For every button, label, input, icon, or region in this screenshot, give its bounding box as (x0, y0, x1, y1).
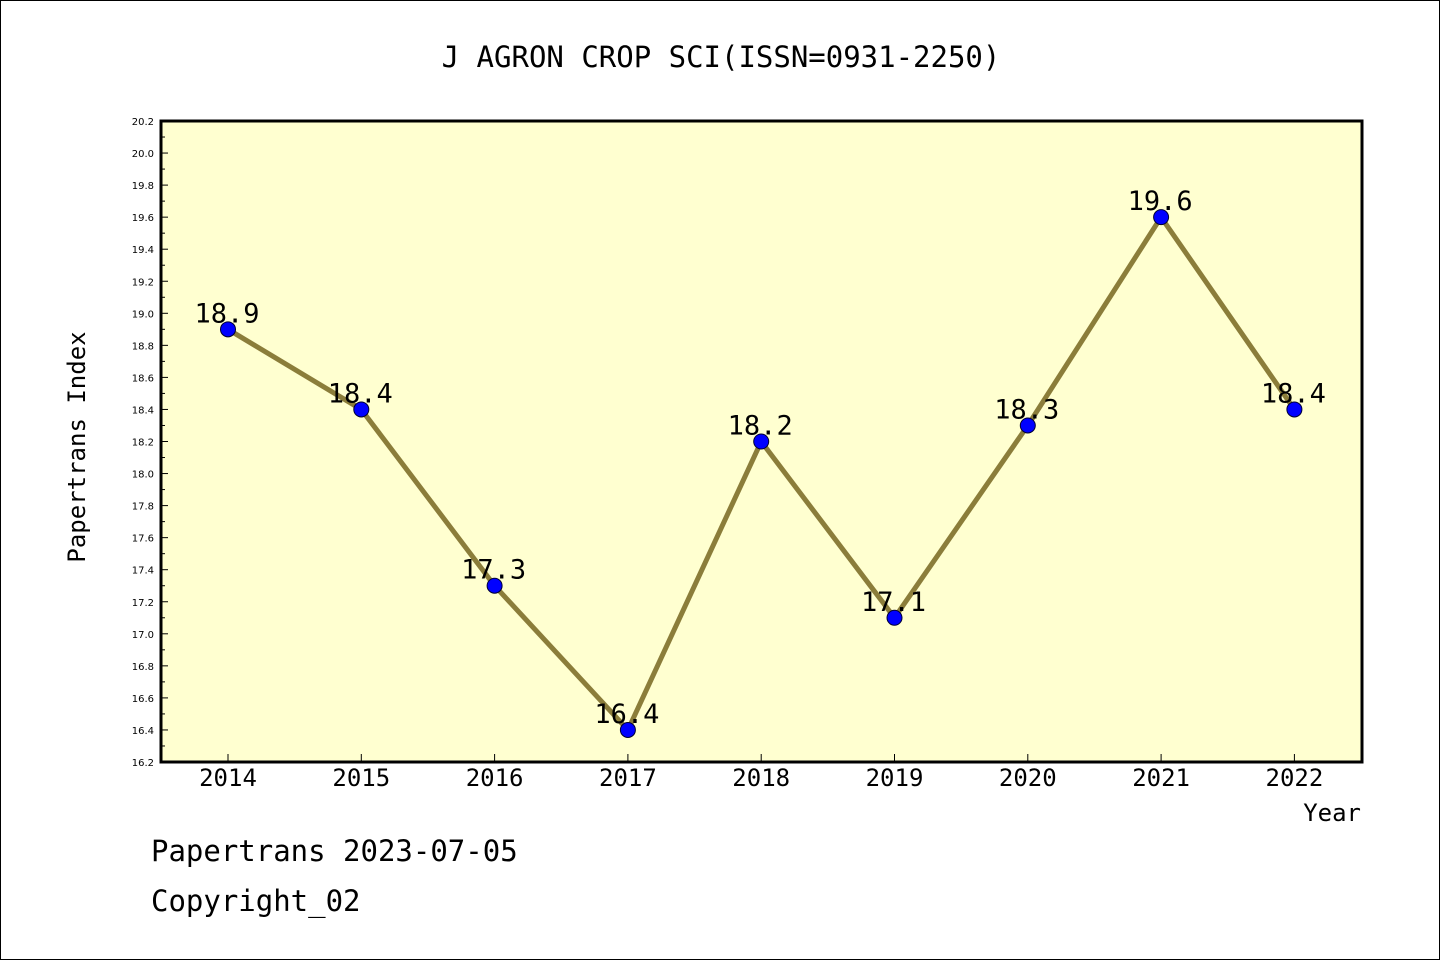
x-tick-label: 2018 (732, 764, 790, 792)
x-axis: 2014 2015 2016 2017 2018 2019 2020 2021 2022 (199, 754, 1323, 792)
x-tick-label: 2016 (466, 764, 524, 792)
data-label: 18.4 (328, 378, 393, 409)
data-point (1153, 209, 1170, 226)
y-tick-label: 17.8 (132, 502, 154, 513)
data-point (486, 577, 503, 594)
data-label: 18.2 (728, 411, 793, 442)
y-tick-label: 19.0 (132, 309, 154, 320)
data-label: 18.4 (1261, 378, 1326, 409)
data-point (1286, 401, 1303, 418)
x-tick-label: 2017 (599, 764, 657, 792)
y-tick-label: 18.0 (132, 470, 154, 481)
y-tick-label: 18.4 (132, 405, 154, 416)
x-axis-label: Year (1303, 799, 1361, 827)
y-tick-label: 16.2 (132, 758, 154, 769)
y-tick-label: 19.2 (132, 277, 154, 288)
x-tick-label: 2022 (1266, 764, 1324, 792)
footer-copyright-line: Copyright_02 (151, 884, 361, 918)
x-tick-label: 2021 (1132, 764, 1190, 792)
y-tick-label: 19.6 (132, 213, 154, 224)
chart-title: J AGRON CROP SCI(ISSN=0931-2250) (442, 40, 1001, 74)
data-label: 17.1 (861, 587, 926, 618)
y-tick-label: 16.8 (132, 662, 154, 673)
data-point (353, 401, 370, 418)
x-tick-label: 2020 (999, 764, 1057, 792)
y-tick-label: 17.2 (132, 598, 154, 609)
series-group: 18.9 18.4 17.3 16.4 18.2 17.1 18.3 19.6 18.4 (194, 186, 1326, 738)
data-label: 16.4 (594, 699, 659, 730)
y-tick-label: 17.4 (132, 566, 154, 577)
x-tick-label: 2019 (866, 764, 924, 792)
data-point (753, 433, 770, 450)
y-tick-label: 16.4 (132, 726, 154, 737)
data-label: 18.9 (194, 298, 259, 329)
y-tick-label: 20.0 (132, 149, 154, 160)
data-point (220, 321, 236, 338)
data-label: 17.3 (461, 555, 526, 586)
y-tick-label: 18.8 (132, 341, 154, 352)
data-label: 19.6 (1128, 186, 1193, 217)
data-point (1019, 417, 1036, 434)
y-tick-label: 19.4 (132, 245, 154, 256)
data-point (619, 721, 636, 738)
y-tick-label: 20.2 (132, 117, 154, 128)
y-axis-label: Papertrans Index (63, 331, 91, 562)
x-tick-label: 2015 (332, 764, 390, 792)
y-tick-label: 19.8 (132, 181, 154, 192)
data-label: 18.3 (994, 394, 1059, 425)
data-point (886, 609, 903, 626)
y-tick-label: 18.6 (132, 373, 154, 384)
y-tick-label: 17.6 (132, 534, 154, 545)
y-tick-label: 16.6 (132, 694, 154, 705)
plot-border (159, 119, 1364, 764)
y-tick-label: 17.0 (132, 630, 154, 641)
footer-date-line: Papertrans 2023-07-05 (151, 834, 518, 868)
y-tick-label: 18.2 (132, 438, 154, 449)
x-tick-label: 2014 (199, 764, 257, 792)
